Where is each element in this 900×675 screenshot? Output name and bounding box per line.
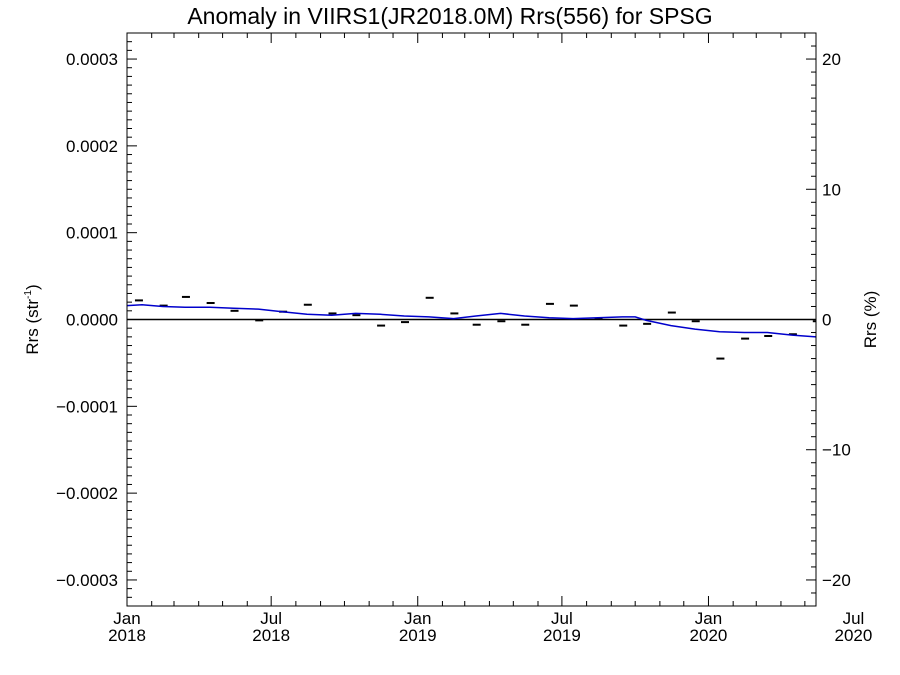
x-tick-label-month: Jan (404, 609, 431, 628)
plot-content (127, 295, 816, 360)
tick-labels: Jan2018Jul2018Jan2019Jul2019Jan2020Jul20… (56, 50, 872, 645)
y-tick-label-left: −0.0003 (56, 571, 118, 590)
axis-ticks (126, 32, 816, 607)
clipped-series (127, 295, 816, 360)
x-tick-label-year: 2018 (108, 626, 146, 645)
trend-line (127, 303, 816, 338)
x-tick-label-month: Jul (843, 609, 865, 628)
x-tick-label-year: 2019 (399, 626, 437, 645)
x-tick-label-year: 2019 (543, 626, 581, 645)
chart-title: Anomaly in VIIRS1(JR2018.0M) Rrs(556) fo… (187, 3, 712, 29)
x-tick-label-year: 2020 (835, 626, 873, 645)
y-axis-label-left: Rrs (str-1) (23, 284, 42, 354)
x-tick-label-year: 2020 (690, 626, 728, 645)
x-tick-label-month: Jul (260, 609, 282, 628)
y-tick-label-right: 20 (822, 50, 841, 69)
y-tick-label-left: 0.0001 (66, 224, 118, 243)
x-tick-label-month: Jan (113, 609, 140, 628)
y-tick-label-left: 0.0003 (66, 50, 118, 69)
x-tick-label-month: Jul (551, 609, 573, 628)
x-tick-label-year: 2018 (252, 626, 290, 645)
y-axis-label-right: Rrs (%) (861, 291, 880, 349)
y-tick-label-left: −0.0002 (56, 484, 118, 503)
y-tick-label-left: −0.0001 (56, 397, 118, 416)
y-tick-label-right: −10 (822, 441, 851, 460)
y-tick-label-left: 0.0002 (66, 137, 118, 156)
y-tick-label-right: −20 (822, 571, 851, 590)
y-tick-label-right: 0 (822, 311, 831, 330)
x-tick-label-month: Jan (695, 609, 722, 628)
y-tick-label-right: 10 (822, 180, 841, 199)
y-tick-label-left: 0.0000 (66, 311, 118, 330)
